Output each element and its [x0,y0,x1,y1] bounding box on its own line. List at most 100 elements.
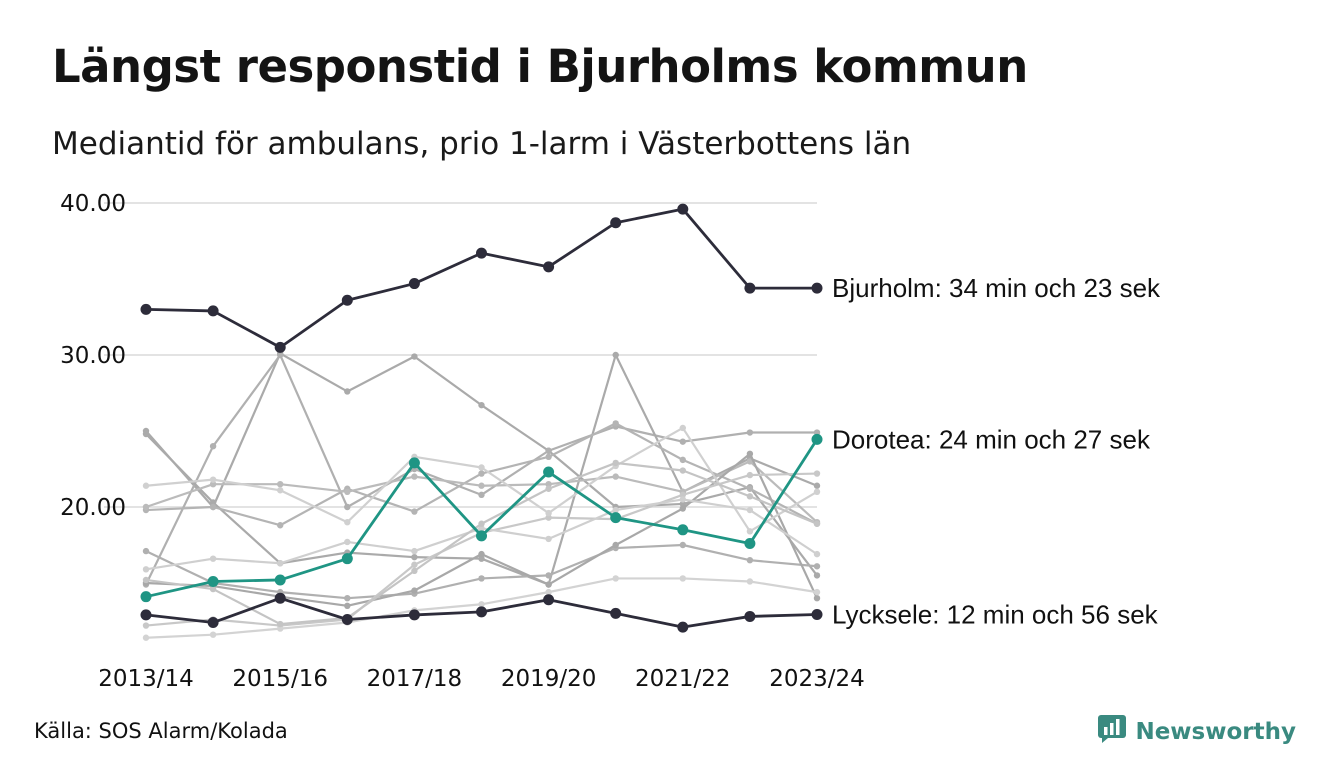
data-point [813,470,821,477]
data-point [813,550,821,558]
data-point [277,620,284,628]
y-tick-label: 30.00 [60,343,126,369]
data-point [274,574,286,586]
data-point [677,203,689,215]
data-point [344,388,351,395]
y-tick-label: 20.00 [60,495,126,521]
data-point [277,481,284,488]
data-point [813,563,821,570]
data-point [478,482,485,489]
data-point [408,609,420,621]
data-point [209,443,217,450]
data-point [277,625,284,632]
data-point [746,506,754,514]
data-point [408,457,420,469]
series-dorotea [140,433,823,603]
data-point [813,588,821,596]
data-point [209,476,217,483]
data-point [140,609,152,621]
data-point [344,519,351,526]
data-point [207,305,219,317]
data-point [478,520,485,527]
data-point [744,537,756,549]
data-point [274,341,286,353]
data-point [679,424,686,432]
context-series-8 [142,575,821,641]
data-point [476,530,487,542]
data-point [677,524,689,536]
data-point [476,606,487,618]
data-point [411,353,418,360]
data-point [277,560,284,567]
data-point [209,555,217,562]
data-point [411,561,418,568]
data-point [746,528,754,535]
data-point [679,438,686,445]
data-point [344,602,351,609]
data-point [140,303,152,315]
data-point [679,496,686,503]
data-point [543,466,555,478]
data-point [408,278,420,290]
data-point [142,430,150,438]
series-line [145,438,819,599]
data-point [746,429,754,436]
brand[interactable]: Newsworthy [1097,714,1296,749]
data-point [344,503,351,511]
data-point [142,482,150,489]
series-bjurholm [140,203,823,353]
data-point [142,576,150,584]
series-line [145,207,817,349]
data-point [344,595,351,602]
data-point [277,522,284,529]
chart-title: Längst responstid i Bjurholms kommun [52,40,1028,93]
data-point [612,473,619,480]
data-point [478,575,485,582]
data-point [277,487,284,494]
data-point [679,491,686,499]
data-point [478,401,485,409]
x-tick-label: 2023/24 [769,666,865,692]
series-label-lycksele: Lycksele: 12 min och 56 sek [832,599,1159,629]
highlighted-series [140,203,823,633]
data-point [344,488,351,495]
context-series-5 [142,541,821,602]
data-point [746,471,754,479]
data-point [612,459,619,467]
data-point [545,481,552,488]
data-point [274,592,286,604]
data-point [543,594,555,606]
data-point [610,607,622,619]
data-point [746,485,754,492]
x-tick-label: 2017/18 [367,666,463,692]
series-end-labels: Bjurholm: 34 min och 23 sek Dorotea: 24 m… [832,273,1161,629]
data-point [545,514,552,521]
data-point [813,572,821,579]
data-point [476,247,487,259]
data-point [209,585,217,593]
data-point [341,613,353,625]
x-tick-label: 2021/22 [635,666,731,692]
chart-subtitle: Mediantid för ambulans, prio 1-larm i Vä… [52,126,912,162]
data-point [612,351,619,359]
data-point [142,566,150,573]
data-point [811,433,823,445]
data-point [277,351,284,359]
data-point [478,470,485,477]
data-point [612,541,619,549]
data-point [677,621,689,633]
data-point [209,631,217,638]
data-point [142,634,150,641]
data-point [478,464,485,471]
data-point [411,567,418,575]
data-point [744,282,756,294]
data-point [679,575,686,582]
data-point [341,294,353,306]
x-tick-label: 2019/20 [501,666,597,692]
data-point [478,555,485,562]
data-point [545,447,552,454]
data-point [478,525,485,532]
data-point [209,481,217,488]
data-point [612,506,619,514]
